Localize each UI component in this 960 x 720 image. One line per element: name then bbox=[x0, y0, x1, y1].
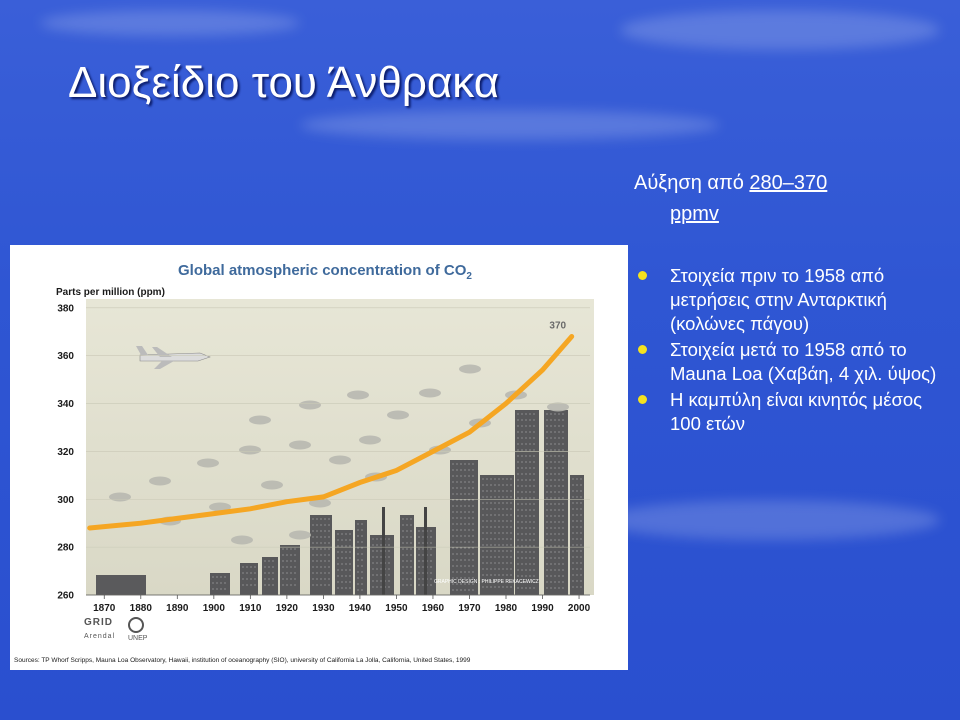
co2-chart: 260 280 300 320 340 360 380 1870 1880 1890 1900 19… bbox=[56, 262, 594, 614]
grid-logo: GRID bbox=[84, 617, 113, 628]
building bbox=[400, 515, 414, 595]
sky-cloud bbox=[300, 110, 720, 140]
x-tick-label: 1980 bbox=[495, 603, 518, 614]
building bbox=[262, 557, 278, 595]
smoke-cloud bbox=[387, 410, 409, 420]
x-axis-ticks: 1870 1880 1890 1900 1910 1920 1930 1940 1950 1960… bbox=[86, 594, 591, 614]
smoke-cloud bbox=[197, 458, 219, 468]
building bbox=[310, 515, 332, 595]
increase-note: Αύξηση από 280–370 ppmv bbox=[634, 168, 894, 230]
y-tick-label: 260 bbox=[57, 591, 74, 602]
y-tick-label: 280 bbox=[57, 543, 74, 554]
building bbox=[450, 460, 478, 595]
x-tick-label: 1950 bbox=[385, 603, 408, 614]
x-tick-label: 1920 bbox=[276, 603, 299, 614]
building bbox=[240, 563, 258, 595]
chart-title-main: Global atmospheric concentration of CO bbox=[178, 262, 467, 279]
airplane-icon bbox=[136, 346, 211, 369]
smoke-cloud bbox=[289, 530, 311, 540]
co2-series-line bbox=[87, 334, 575, 531]
smoke-cloud bbox=[209, 502, 231, 512]
y-tick-label: 360 bbox=[57, 351, 74, 362]
arendal-label: Arendal bbox=[84, 633, 116, 640]
increase-prefix: Αύξηση από bbox=[634, 172, 750, 194]
y-tick-label: 320 bbox=[57, 447, 74, 458]
sky-cloud bbox=[620, 10, 940, 50]
unep-emblem-icon bbox=[128, 617, 144, 633]
y-tick-label: 340 bbox=[57, 399, 74, 410]
building bbox=[210, 573, 230, 595]
chart-title-subscript: 2 bbox=[466, 271, 472, 282]
smoke-cloud bbox=[299, 400, 321, 410]
y-axis-ticks: 260 280 300 320 340 360 380 bbox=[57, 303, 74, 601]
bullet-text: Η καμπύλη είναι κινητός μέσος 100 ετών bbox=[670, 389, 923, 434]
smoke-cloud bbox=[329, 455, 351, 465]
x-tick-label: 1870 bbox=[93, 603, 116, 614]
tower bbox=[382, 507, 385, 595]
bullet-item: Στοιχεία μετά το 1958 από το Mauna Loa (… bbox=[632, 338, 954, 386]
y-tick-label: 300 bbox=[57, 495, 74, 506]
building bbox=[544, 410, 568, 595]
bullet-list: Στοιχεία πριν το 1958 από μετρήσεις στην… bbox=[632, 264, 954, 438]
building bbox=[355, 520, 367, 595]
logos: GRID Arendal UNEP bbox=[84, 617, 164, 647]
x-tick-label: 1930 bbox=[312, 603, 335, 614]
y-axis-label: Parts per million (ppm) bbox=[56, 287, 165, 298]
bullet-item: Στοιχεία πριν το 1958 από μετρήσεις στην… bbox=[632, 264, 954, 336]
design-credit: GRAPHIC DESIGN : PHILIPPE REKACEWICZ bbox=[434, 579, 539, 585]
smoke-cloud bbox=[109, 492, 131, 502]
city-skyline-illustration bbox=[96, 410, 584, 595]
smoke-cloud bbox=[149, 476, 171, 486]
tower bbox=[424, 507, 427, 595]
x-tick-label: 1900 bbox=[203, 603, 226, 614]
smoke-cloud bbox=[309, 498, 331, 508]
bullet-dot-icon bbox=[638, 271, 647, 280]
sky-cloud bbox=[40, 10, 300, 36]
smoke-cloud bbox=[359, 435, 381, 445]
x-tick-label: 1970 bbox=[458, 603, 481, 614]
bullet-dot-icon bbox=[638, 345, 647, 354]
smoke-cloud bbox=[261, 480, 283, 490]
x-tick-label: 1990 bbox=[531, 603, 554, 614]
bullet-text: Στοιχεία μετά το 1958 από το Mauna Loa (… bbox=[670, 339, 937, 384]
smoke-cloud bbox=[347, 390, 369, 400]
co2-figure: 260 280 300 320 340 360 380 1870 1880 1890 1900 19… bbox=[10, 245, 628, 670]
x-tick-label: 1940 bbox=[349, 603, 372, 614]
building bbox=[570, 475, 584, 595]
building bbox=[280, 545, 300, 595]
end-value-label: 370 bbox=[549, 321, 566, 332]
sky-cloud bbox=[600, 500, 940, 540]
bullet-text: Στοιχεία πριν το 1958 από μετρήσεις στην… bbox=[670, 265, 887, 334]
x-tick-label: 1960 bbox=[422, 603, 445, 614]
smoke-cloud bbox=[547, 402, 569, 412]
x-tick-label: 1890 bbox=[166, 603, 189, 614]
bullet-dot-icon bbox=[638, 395, 647, 404]
slide-title: Διοξείδιο του Άνθρακα bbox=[68, 58, 500, 107]
increase-unit-link[interactable]: ppmv bbox=[670, 203, 719, 225]
bullet-item: Η καμπύλη είναι κινητός μέσος 100 ετών bbox=[632, 388, 954, 436]
chart-title: Global atmospheric concentration of CO2 bbox=[178, 262, 472, 282]
smoke-cloud bbox=[239, 445, 261, 455]
unep-label: UNEP bbox=[128, 635, 148, 642]
truck bbox=[96, 575, 146, 595]
y-tick-label: 380 bbox=[57, 303, 74, 314]
building bbox=[515, 410, 539, 595]
x-tick-label: 1910 bbox=[239, 603, 262, 614]
building bbox=[480, 475, 514, 595]
x-tick-label: 1880 bbox=[130, 603, 153, 614]
smoke-cloud bbox=[231, 535, 253, 545]
smoke-cloud bbox=[419, 388, 441, 398]
smoke-cloud bbox=[289, 440, 311, 450]
building bbox=[335, 530, 353, 595]
increase-range-link[interactable]: 280–370 bbox=[749, 172, 828, 194]
smoke-cloud bbox=[459, 364, 481, 374]
source-citation: Sources: TP Whorf Scripps, Mauna Loa Obs… bbox=[14, 657, 471, 664]
smoke-cloud bbox=[249, 415, 271, 425]
x-tick-label: 2000 bbox=[568, 603, 591, 614]
